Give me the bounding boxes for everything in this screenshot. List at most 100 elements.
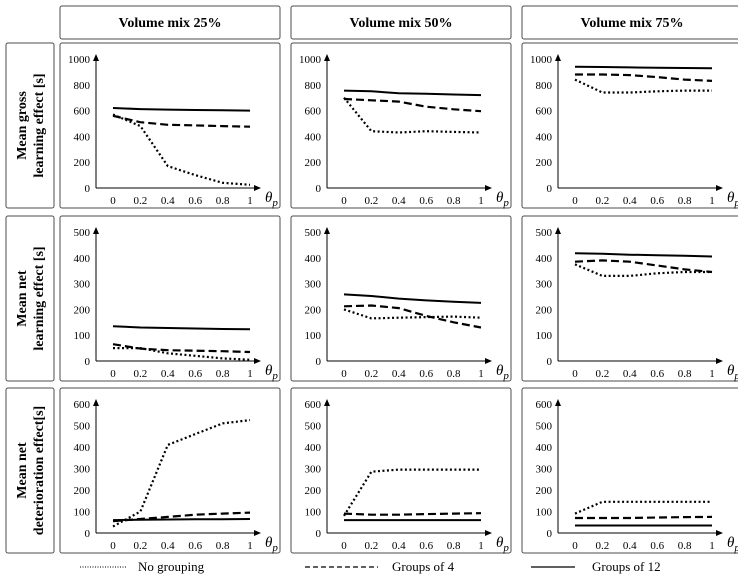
y-tick-label: 500 — [305, 227, 322, 239]
x-tick-label: 0.8 — [678, 368, 692, 380]
x-axis-symbol: θp — [265, 535, 278, 554]
x-axis-symbol: θp — [727, 363, 738, 382]
y-tick-label: 400 — [74, 253, 91, 265]
series-line-groups-of-4 — [575, 73, 713, 82]
row-title-line: Mean net — [15, 442, 30, 499]
y-tick-label: 400 — [74, 131, 91, 143]
x-axis-symbol: θp — [265, 190, 278, 209]
y-tick-label: 500 — [536, 421, 553, 433]
x-axis-symbol: θp — [727, 190, 738, 209]
row-title-line: Mean gross — [15, 91, 30, 160]
y-tick-label: 200 — [536, 304, 553, 316]
y-tick-label: 200 — [536, 485, 553, 497]
y-axis-arrow — [555, 227, 561, 234]
series-line-groups-of-4 — [112, 511, 251, 523]
y-axis-arrow — [93, 227, 99, 234]
y-tick-label: 200 — [536, 157, 553, 169]
column-header-box — [59, 5, 281, 40]
y-tick-label: 0 — [316, 356, 322, 368]
x-tick-label: 0.4 — [392, 195, 406, 207]
x-tick-label: 0.6 — [419, 540, 433, 552]
x-tick-label: 0.6 — [419, 368, 433, 380]
x-tick-label: 0.4 — [392, 368, 406, 380]
x-tick-label: 0.2 — [134, 368, 148, 380]
x-tick-label: 1 — [478, 195, 484, 207]
x-axis-arrow — [254, 358, 261, 364]
x-tick-label: 0 — [110, 195, 116, 207]
x-tick-label: 1 — [709, 195, 715, 207]
y-tick-label: 600 — [536, 106, 553, 118]
x-tick-label: 1 — [709, 540, 715, 552]
y-tick-label: 100 — [74, 507, 91, 519]
y-tick-label: 1000 — [299, 54, 322, 66]
x-tick-label: 0.8 — [447, 540, 461, 552]
y-tick-label: 400 — [74, 442, 91, 454]
x-axis-arrow — [716, 530, 723, 536]
y-axis-arrow — [324, 399, 330, 406]
x-tick-label: 0.8 — [447, 195, 461, 207]
row-title-line: learning effect [s] — [32, 73, 47, 177]
y-tick-label: 400 — [305, 442, 322, 454]
x-tick-label: 0.6 — [650, 195, 664, 207]
series-line-groups-of-4 — [575, 515, 713, 520]
row-header-box — [5, 215, 55, 382]
series-line-no-grouping — [574, 263, 712, 277]
x-axis-arrow — [716, 358, 723, 364]
panel-frame — [521, 215, 738, 382]
x-tick-label: 1 — [478, 368, 484, 380]
x-axis-arrow — [254, 530, 261, 536]
x-tick-label: 0 — [572, 540, 578, 552]
y-tick-label: 0 — [547, 356, 553, 368]
series-line-groups-of-4 — [574, 259, 713, 274]
x-tick-label: 0.6 — [650, 540, 664, 552]
y-tick-label: 400 — [536, 131, 553, 143]
x-tick-label: 0.8 — [447, 368, 461, 380]
x-tick-label: 0.2 — [134, 195, 148, 207]
y-tick-label: 400 — [536, 442, 553, 454]
series-line-no-grouping — [574, 78, 712, 94]
row-title-line: deterioration effect[s] — [32, 406, 47, 535]
column-title: Volume mix 75% — [581, 16, 684, 31]
x-tick-label: 0.8 — [216, 195, 230, 207]
x-tick-label: 0.8 — [678, 195, 692, 207]
x-tick-label: 0.4 — [623, 540, 637, 552]
series-line-groups-of-12 — [574, 252, 713, 258]
y-tick-label: 400 — [305, 131, 322, 143]
y-tick-label: 100 — [74, 330, 91, 342]
x-axis-symbol: θp — [496, 363, 509, 382]
column-title: Volume mix 25% — [119, 16, 222, 31]
y-tick-label: 0 — [316, 528, 322, 540]
y-tick-label: 300 — [74, 464, 91, 476]
y-tick-label: 300 — [305, 279, 322, 291]
row-title-line: Mean net — [15, 270, 30, 327]
x-tick-label: 0 — [110, 368, 116, 380]
y-tick-label: 500 — [74, 421, 91, 433]
x-tick-label: 0 — [341, 540, 347, 552]
y-axis-arrow — [324, 227, 330, 234]
series-line-groups-of-12 — [112, 518, 251, 522]
series-line-groups-of-4 — [112, 343, 251, 354]
x-tick-label: 1 — [247, 368, 253, 380]
x-axis-arrow — [485, 530, 492, 536]
series-line-no-grouping — [343, 97, 482, 134]
x-tick-label: 0.2 — [596, 195, 610, 207]
legend-label: No grouping — [138, 559, 205, 574]
y-tick-label: 400 — [536, 253, 553, 265]
y-tick-label: 1000 — [68, 54, 91, 66]
panel-frame — [59, 42, 281, 209]
x-tick-label: 0.4 — [623, 195, 637, 207]
x-axis-arrow — [716, 185, 723, 191]
y-tick-label: 800 — [305, 80, 322, 92]
y-tick-label: 0 — [85, 356, 91, 368]
x-tick-label: 0 — [572, 368, 578, 380]
y-tick-label: 200 — [74, 485, 91, 497]
x-tick-label: 1 — [478, 540, 484, 552]
y-tick-label: 100 — [305, 507, 322, 519]
y-tick-label: 500 — [305, 421, 322, 433]
y-tick-label: 500 — [536, 227, 553, 239]
legend-label: Groups of 4 — [392, 559, 455, 574]
row-title: Mean gross learning effect [s] — [15, 73, 47, 177]
x-axis-arrow — [254, 185, 261, 191]
y-axis-arrow — [555, 54, 561, 61]
